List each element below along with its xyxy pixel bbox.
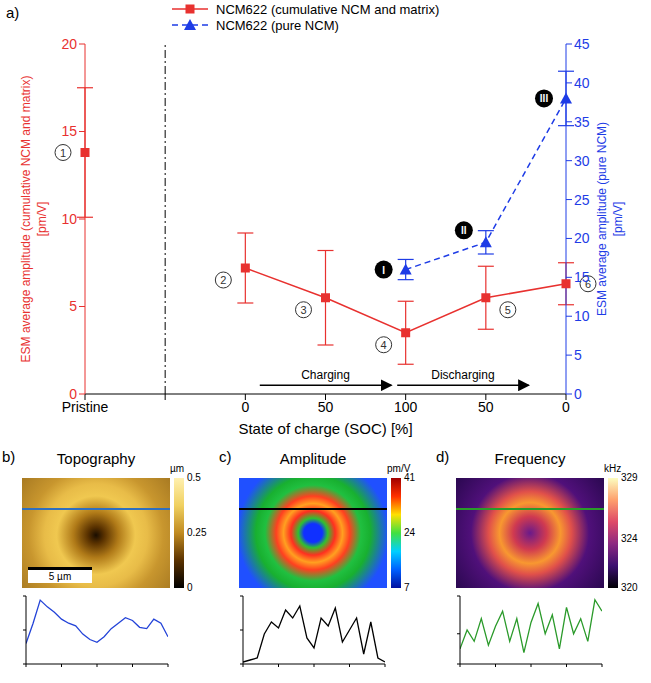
svg-text:15: 15 bbox=[574, 269, 590, 285]
svg-text:15: 15 bbox=[61, 123, 77, 139]
html-text:320: 320 bbox=[621, 582, 638, 593]
svg-text:ESM average amplitude (cumulat: ESM average amplitude (cumulative NCM an… bbox=[19, 76, 49, 363]
html-text:NCM622 (pure NCM): NCM622 (pure NCM) bbox=[216, 17, 339, 33]
html-text:Amplitude: Amplitude bbox=[279, 450, 347, 467]
svg-text:0: 0 bbox=[69, 386, 77, 402]
svg-text:20: 20 bbox=[61, 36, 77, 52]
html-text:7: 7 bbox=[404, 582, 410, 593]
svg-text:3: 3 bbox=[300, 304, 306, 316]
html-text:324: 324 bbox=[621, 533, 638, 545]
svg-text:Discharging: Discharging bbox=[431, 368, 494, 382]
svg-text:Pristine: Pristine bbox=[61, 398, 109, 415]
svg-text:10: 10 bbox=[574, 308, 590, 324]
html-text:329: 329 bbox=[621, 472, 638, 483]
html-text:Topography: Topography bbox=[56, 450, 136, 467]
svg-text:State of charge (SOC) [%]: State of charge (SOC) [%] bbox=[238, 420, 412, 437]
svg-text:40: 40 bbox=[574, 75, 590, 91]
svg-text:1: 1 bbox=[60, 147, 66, 159]
svg-text:I: I bbox=[382, 265, 385, 276]
html-text:Frequency: Frequency bbox=[494, 450, 566, 467]
html-text:pm/V: pm/V bbox=[387, 463, 411, 474]
svg-text:4: 4 bbox=[381, 339, 387, 351]
html-text:c): c) bbox=[219, 448, 232, 465]
svg-text:5: 5 bbox=[69, 298, 77, 314]
svg-text:0: 0 bbox=[241, 399, 249, 415]
html-text:NCM622 (cumulative NCM and mat: NCM622 (cumulative NCM and matrix) bbox=[216, 1, 440, 17]
svg-text:2: 2 bbox=[220, 274, 226, 286]
html-text:d): d) bbox=[436, 448, 450, 465]
html-text:b): b) bbox=[2, 448, 16, 465]
svg-text:ESM average amplitude (pure NC: ESM average amplitude (pure NCM)[pm/V] bbox=[595, 122, 625, 316]
svg-text:50: 50 bbox=[478, 399, 494, 415]
html-text:0.5: 0.5 bbox=[187, 472, 201, 483]
svg-text:100: 100 bbox=[394, 399, 418, 415]
html-text:µm: µm bbox=[170, 463, 185, 474]
svg-text:10: 10 bbox=[61, 211, 77, 227]
svg-text:50: 50 bbox=[318, 399, 334, 415]
html-text:0: 0 bbox=[187, 582, 193, 593]
svg-text:35: 35 bbox=[574, 114, 590, 130]
svg-text:II: II bbox=[461, 225, 467, 236]
svg-text:Charging: Charging bbox=[301, 368, 350, 382]
svg-text:45: 45 bbox=[574, 36, 590, 52]
html-text:5 µm: 5 µm bbox=[48, 571, 72, 582]
svg-text:20: 20 bbox=[574, 230, 590, 246]
svg-text:III: III bbox=[540, 93, 549, 104]
svg-text:25: 25 bbox=[574, 192, 590, 208]
svg-text:5: 5 bbox=[505, 304, 511, 316]
svg-text:0: 0 bbox=[562, 399, 570, 415]
html-text:a): a) bbox=[6, 4, 20, 21]
svg-text:5: 5 bbox=[574, 347, 582, 363]
svg-text:30: 30 bbox=[574, 153, 590, 169]
html-text:kHz: kHz bbox=[604, 463, 622, 474]
svg-text:0: 0 bbox=[574, 386, 582, 402]
html-text:41: 41 bbox=[404, 472, 416, 483]
html-text:24: 24 bbox=[404, 527, 416, 538]
html-text:0.25: 0.25 bbox=[187, 527, 207, 538]
